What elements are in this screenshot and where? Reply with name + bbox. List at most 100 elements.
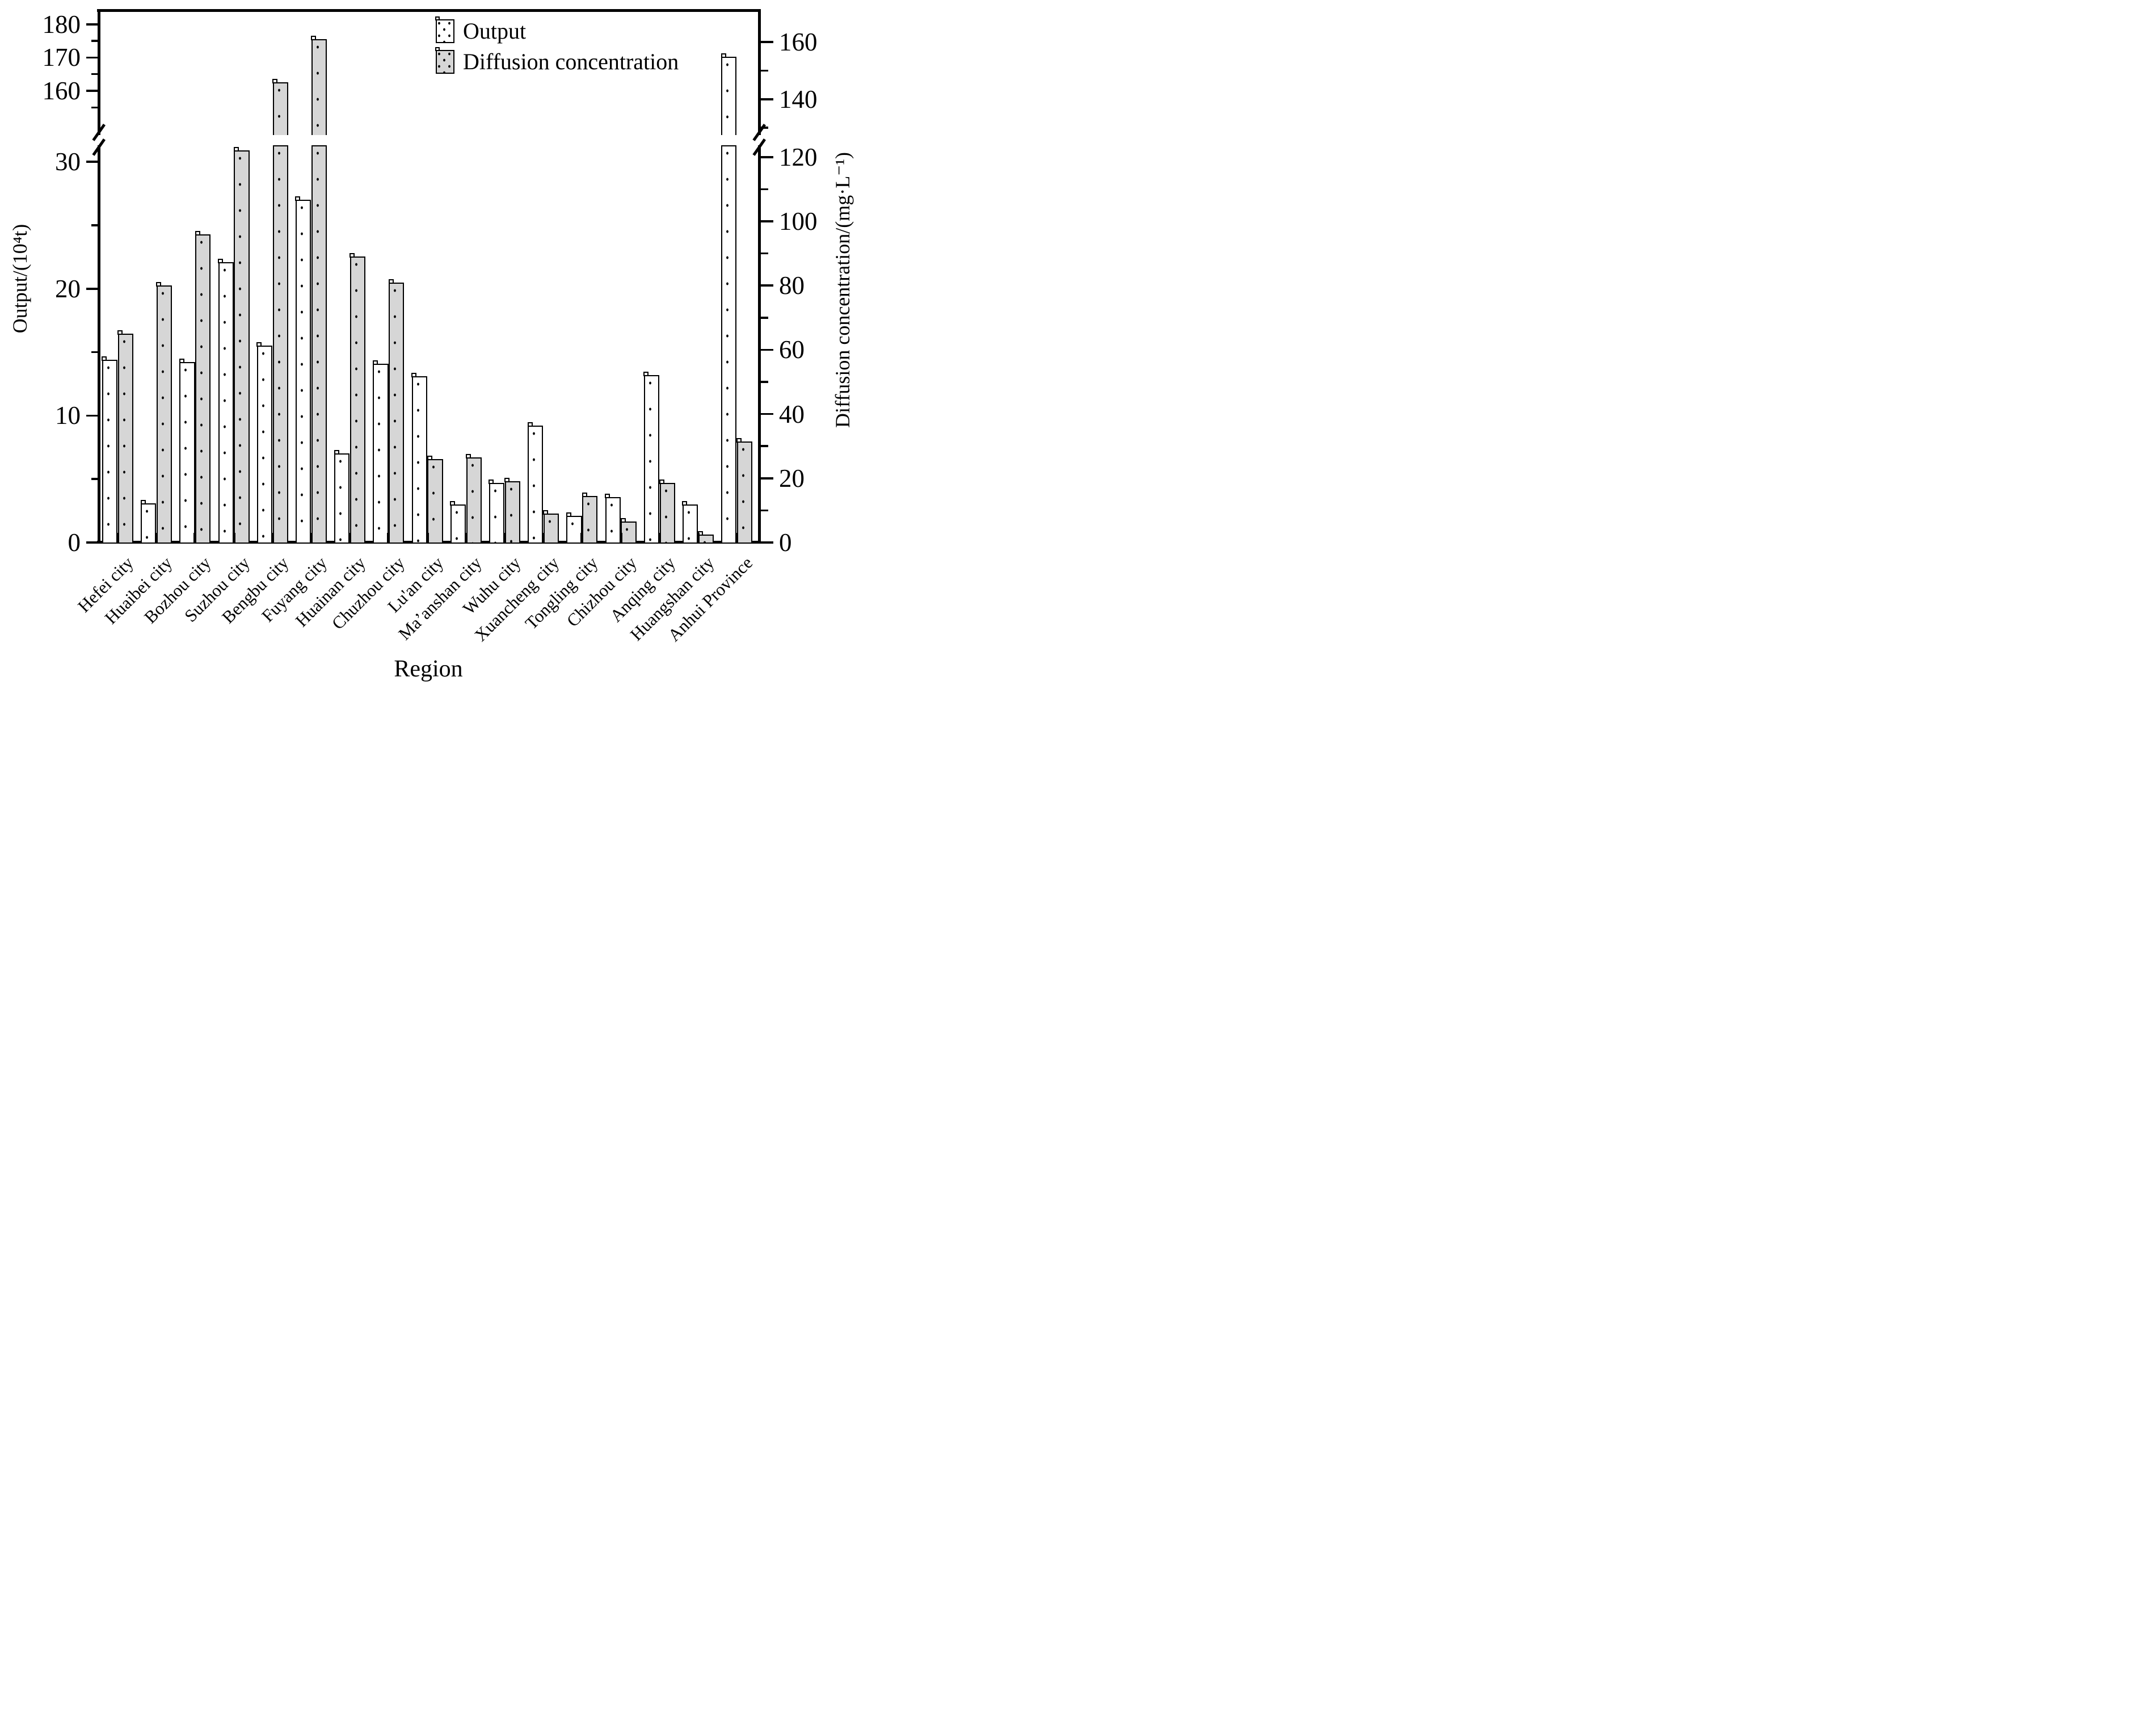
- x-category-tick: [735, 533, 739, 543]
- bar-output-hefei-city: [102, 356, 118, 543]
- y-left-minor-tick: [91, 106, 99, 109]
- bar-cap-notch: [582, 492, 587, 497]
- bar-cap-notch: [256, 342, 262, 347]
- y-right-minor-tick: [761, 252, 768, 255]
- bar-output-bozhou-city: [179, 359, 195, 543]
- y-right-major-tick: [761, 477, 773, 480]
- x-category-tick: [387, 533, 390, 543]
- y-right-tick-label: 120: [779, 142, 818, 171]
- y-right-tick-label: 160: [779, 28, 818, 56]
- y-left-major-tick: [86, 56, 99, 59]
- y-axis-right-upper: [758, 9, 761, 135]
- output-swatch-icon: [435, 16, 454, 43]
- y-right-minor-tick: [761, 381, 768, 383]
- bar-diffusion-huangshan-city: [698, 531, 714, 543]
- x-category-tick: [155, 533, 158, 543]
- bar-output-lu-an-city: [411, 373, 427, 543]
- y-right-major-tick: [761, 98, 773, 100]
- bar-output-huaibei-city: [140, 499, 157, 543]
- y-right-minor-tick: [761, 188, 768, 191]
- bar-cap-notch: [620, 518, 626, 523]
- bar-output-anhui-province: [721, 53, 737, 135]
- x-category-tick: [542, 533, 545, 543]
- x-category-tick: [310, 533, 313, 543]
- y-left-tick-label: 160: [42, 77, 81, 105]
- bar-cap-notch: [566, 512, 571, 518]
- bar-cap-notch: [179, 359, 184, 364]
- x-category-tick: [232, 533, 235, 543]
- y-right-major-tick: [761, 541, 773, 544]
- y-right-tick-label: 100: [779, 207, 818, 235]
- bar-output-suzhou-city: [218, 258, 234, 543]
- y-right-tick-label: 20: [779, 464, 805, 493]
- y-left-tick-label: 10: [55, 401, 81, 430]
- bar-cap-notch: [427, 455, 432, 460]
- bar-diffusion-chuzhou-city: [388, 279, 405, 543]
- bar-cap-notch: [411, 373, 416, 378]
- y-left-tick-label: 20: [55, 274, 81, 303]
- y-left-minor-tick: [91, 224, 99, 226]
- y-left-tick-label: 170: [42, 43, 81, 72]
- bar-cap-notch: [643, 371, 649, 376]
- bar-cap-notch: [372, 360, 378, 365]
- bar-diffusion-hefei-city: [117, 330, 133, 543]
- bar-cap-notch: [721, 53, 726, 58]
- bar-diffusion-anhui-province: [736, 438, 753, 543]
- bar-cap-notch: [311, 35, 317, 40]
- bar-cap-notch: [527, 422, 533, 427]
- x-category-tick: [658, 533, 661, 543]
- y-left-major-tick: [86, 288, 99, 290]
- bar-output-chizhou-city: [605, 493, 621, 543]
- bar-output-tongling-city: [566, 512, 582, 543]
- bar-diffusion-lu-an-city: [427, 455, 443, 543]
- bar-cap-notch: [102, 356, 107, 361]
- bar-output-anhui-province: [721, 145, 737, 543]
- y-left-major-tick: [86, 161, 99, 163]
- y-right-major-tick: [761, 156, 773, 158]
- y-right-minor-tick: [761, 445, 768, 447]
- y-right-major-tick: [761, 413, 773, 415]
- bar-cap-notch: [117, 330, 123, 335]
- bar-diffusion-bengbu-city: [272, 78, 288, 135]
- bar-output-xuancheng-city: [527, 422, 544, 543]
- bar-diffusion-tongling-city: [582, 492, 598, 543]
- bar-diffusion-xuancheng-city: [543, 510, 559, 543]
- y-left-tick-label: 0: [68, 528, 81, 557]
- x-category-tick: [426, 533, 429, 543]
- x-axis-title: Region: [394, 656, 463, 682]
- bar-cap-notch: [450, 501, 456, 506]
- x-category-tick: [580, 533, 584, 543]
- chart-figure: 0 10 20 30 160 170 180 0 20 40 60 80 100 120 140 160 He…: [0, 0, 862, 688]
- bar-output-huangshan-city: [682, 501, 698, 543]
- y-right-tick-label: 140: [779, 85, 818, 113]
- bar-output-fuyang-city: [295, 196, 311, 543]
- bar-diffusion-huainan-city: [349, 253, 366, 543]
- bar-cap-notch: [233, 147, 239, 152]
- bar-cap-notch: [156, 282, 162, 287]
- bar-cap-notch: [605, 493, 610, 498]
- bar-diffusion-bengbu-city: [272, 145, 288, 543]
- y-left-tick-label: 180: [42, 10, 81, 39]
- legend-label: Diffusion concentration: [463, 49, 679, 74]
- bar-diffusion-ma-anshan-city: [465, 454, 482, 543]
- y-axis-left-title: Output/(10⁴t): [9, 224, 31, 334]
- bar-cap-notch: [295, 196, 301, 201]
- bar-output-ma-anshan-city: [450, 501, 466, 543]
- y-right-major-tick: [761, 348, 773, 351]
- y-right-minor-tick: [761, 509, 768, 512]
- y-right-tick-label: 60: [779, 335, 805, 364]
- bar-output-wuhu-city: [489, 479, 505, 543]
- bar-cap-notch: [218, 258, 223, 263]
- y-axis-left-lower: [97, 145, 100, 543]
- y-right-tick-label: 0: [779, 528, 792, 557]
- y-left-major-tick: [86, 90, 99, 92]
- x-category-tick: [503, 533, 506, 543]
- x-category-tick: [348, 533, 352, 543]
- bar-diffusion-suzhou-city: [233, 147, 250, 543]
- x-category-tick: [464, 533, 468, 543]
- bar-diffusion-bozhou-city: [195, 230, 211, 543]
- y-right-major-tick: [761, 220, 773, 222]
- y-right-major-tick: [761, 284, 773, 287]
- bar-cap-notch: [465, 454, 471, 459]
- bar-output-chuzhou-city: [372, 360, 389, 543]
